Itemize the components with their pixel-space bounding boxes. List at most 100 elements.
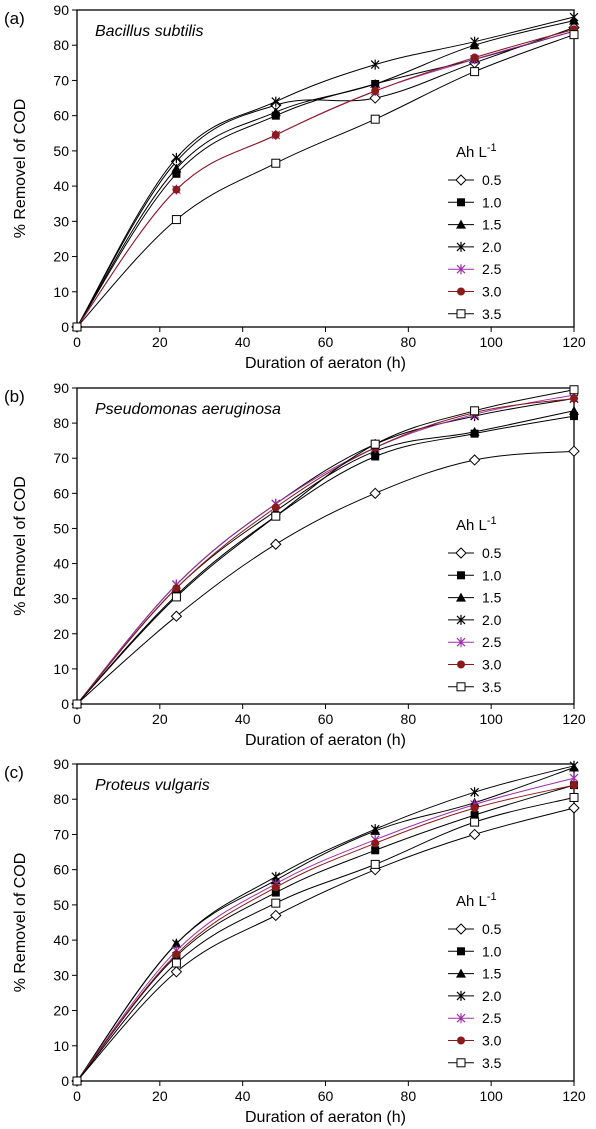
legend-label: 1.5 bbox=[482, 217, 502, 233]
x-tick-label: 80 bbox=[401, 1088, 417, 1104]
y-axis-title: % Removel of COD bbox=[12, 853, 29, 993]
legend-entry: 2.0 bbox=[448, 612, 502, 628]
legend-marker bbox=[457, 287, 465, 296]
data-point bbox=[370, 59, 380, 70]
data-point bbox=[568, 445, 580, 457]
data-point bbox=[172, 584, 181, 593]
series-2.0 bbox=[72, 760, 579, 1086]
x-tick-label: 60 bbox=[318, 711, 334, 727]
series-1.5 bbox=[72, 15, 579, 331]
chart-panel-2: 0 10 20 30 40 50 60 70 80 90 0 20 40 60 80 100 120 Durati… bbox=[4, 380, 586, 749]
data-point bbox=[470, 406, 480, 416]
data-point bbox=[470, 53, 479, 62]
legend: Ah L-1 0.5 1.0 1.5 2.0 2.5 3.0 3.5 bbox=[448, 515, 502, 695]
series-line bbox=[76, 765, 575, 1082]
series-3.5 bbox=[72, 385, 579, 709]
y-tick-label: 10 bbox=[53, 284, 69, 300]
chart-panel-1: 0 10 20 30 40 50 60 70 80 90 0 20 40 60 80 100 120 Durati… bbox=[4, 2, 586, 372]
chart-subtitle: Pseudomonas aeruginosa bbox=[95, 401, 281, 418]
legend-entry: 2.5 bbox=[448, 634, 502, 650]
data-point bbox=[369, 487, 381, 500]
legend-label: 1.5 bbox=[482, 590, 502, 606]
legend: Ah L-1 0.5 1.0 1.5 2.0 2.5 3.0 3.5 bbox=[448, 891, 502, 1071]
legend-marker bbox=[456, 990, 466, 1001]
y-tick-label: 20 bbox=[53, 1003, 69, 1019]
legend-marker bbox=[455, 923, 467, 935]
y-tick-label: 0 bbox=[61, 696, 69, 712]
series-0.5 bbox=[71, 445, 580, 710]
data-point bbox=[468, 454, 481, 466]
data-point bbox=[271, 96, 281, 107]
legend-label: 1.0 bbox=[482, 194, 502, 210]
panel-label: (a) bbox=[4, 9, 25, 28]
data-point bbox=[72, 699, 82, 709]
data-point bbox=[470, 817, 480, 827]
legend-label: 2.5 bbox=[482, 261, 502, 277]
data-point bbox=[171, 152, 181, 163]
data-point bbox=[370, 439, 380, 449]
data-point bbox=[371, 839, 380, 848]
legend-marker bbox=[456, 309, 466, 319]
plot-frame bbox=[76, 9, 575, 328]
data-point bbox=[569, 385, 579, 395]
x-tick-label: 20 bbox=[152, 334, 168, 350]
panel-label: (c) bbox=[4, 763, 24, 782]
y-tick-label: 80 bbox=[53, 791, 69, 807]
legend-marker bbox=[456, 241, 466, 252]
series-line bbox=[76, 784, 575, 1082]
legend-label: 3.0 bbox=[482, 657, 502, 673]
data-point bbox=[170, 966, 183, 978]
series-line bbox=[76, 784, 575, 1082]
data-point bbox=[569, 792, 579, 802]
legend-label: 1.0 bbox=[482, 567, 502, 583]
panel-label: (b) bbox=[4, 387, 25, 406]
data-point bbox=[569, 405, 579, 415]
y-tick-label: 40 bbox=[53, 932, 69, 948]
y-tick-label: 60 bbox=[53, 485, 69, 501]
legend-entry: 3.0 bbox=[448, 284, 502, 300]
series-2.0 bbox=[72, 393, 579, 709]
x-tick-label: 20 bbox=[152, 711, 168, 727]
series-2.5 bbox=[72, 390, 579, 709]
series-line bbox=[76, 797, 575, 1082]
data-point bbox=[470, 67, 480, 77]
data-point bbox=[271, 131, 280, 140]
legend-marker bbox=[456, 219, 466, 229]
legend-entry: 2.0 bbox=[448, 239, 502, 255]
legend-title: Ah L-1 bbox=[456, 515, 497, 534]
data-point bbox=[171, 958, 181, 968]
x-tick-label: 40 bbox=[235, 334, 251, 350]
legend-entry: 2.5 bbox=[448, 261, 502, 277]
legend-marker bbox=[457, 198, 465, 207]
legend-label: 2.5 bbox=[482, 1010, 502, 1026]
data-point bbox=[370, 824, 380, 835]
x-tick-label: 120 bbox=[562, 1088, 586, 1104]
legend-entry: 1.5 bbox=[448, 966, 502, 982]
y-tick-label: 0 bbox=[61, 1073, 69, 1089]
series-line bbox=[76, 20, 575, 328]
x-tick-label: 60 bbox=[318, 1088, 334, 1104]
legend-marker bbox=[456, 968, 466, 978]
x-tick-label: 100 bbox=[479, 334, 503, 350]
data-point bbox=[569, 760, 579, 771]
y-tick-label: 80 bbox=[53, 37, 69, 53]
legend-entry: 3.5 bbox=[448, 679, 502, 695]
legend-entry: 3.0 bbox=[448, 657, 502, 673]
data-point bbox=[370, 859, 380, 869]
series-line bbox=[76, 28, 575, 328]
data-point bbox=[470, 36, 480, 47]
data-point bbox=[271, 511, 281, 521]
data-point bbox=[570, 394, 578, 403]
data-point bbox=[172, 169, 181, 178]
series-line bbox=[76, 415, 575, 705]
legend-entry: 1.5 bbox=[448, 590, 502, 606]
chart-subtitle: Proteus vulgaris bbox=[95, 777, 210, 794]
y-tick-label: 10 bbox=[53, 661, 69, 677]
legend-entry: 1.0 bbox=[448, 567, 502, 583]
legend-label: 0.5 bbox=[482, 921, 502, 937]
data-point bbox=[171, 215, 181, 225]
data-point bbox=[171, 592, 181, 602]
legend-entry: 1.0 bbox=[448, 943, 502, 959]
legend-marker bbox=[456, 264, 466, 275]
